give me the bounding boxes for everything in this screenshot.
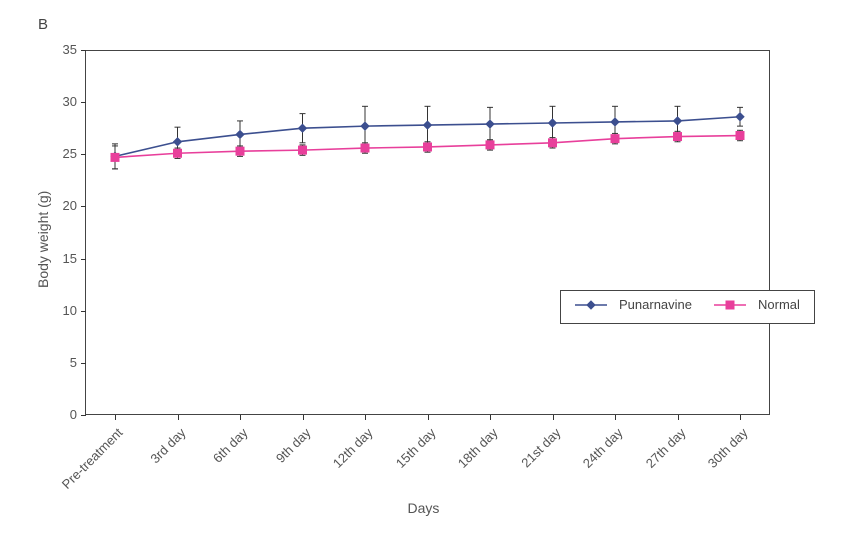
data-marker	[549, 139, 557, 147]
data-marker	[361, 144, 369, 152]
data-marker	[611, 118, 619, 126]
data-marker	[174, 149, 182, 157]
data-marker	[361, 122, 369, 130]
data-marker	[299, 124, 307, 132]
data-marker	[174, 138, 182, 146]
data-marker	[736, 132, 744, 140]
data-marker	[486, 141, 494, 149]
data-marker	[736, 113, 744, 121]
data-marker	[486, 120, 494, 128]
data-marker	[111, 153, 119, 161]
data-marker	[424, 121, 432, 129]
data-marker	[236, 130, 244, 138]
data-marker	[611, 135, 619, 143]
chart-svg	[0, 0, 860, 550]
data-marker	[424, 143, 432, 151]
data-marker	[549, 119, 557, 127]
data-marker	[299, 146, 307, 154]
data-marker	[674, 117, 682, 125]
data-marker	[236, 147, 244, 155]
data-marker	[674, 133, 682, 141]
